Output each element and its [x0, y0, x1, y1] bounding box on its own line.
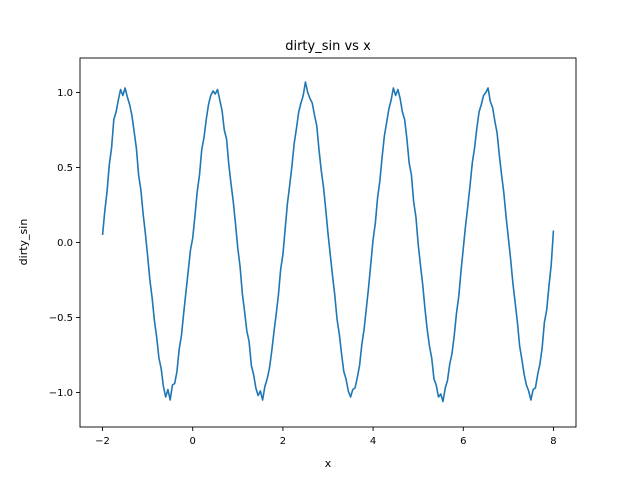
y-tick-label: 0.0: [57, 238, 73, 249]
y-tick-label: −0.5: [49, 313, 73, 324]
x-axis-ticks: −2 0 2 4 6 8: [95, 427, 557, 447]
x-tick-label: 2: [280, 436, 286, 447]
x-axis-label: x: [325, 457, 332, 470]
x-tick-label: 0: [190, 436, 196, 447]
x-tick-label: 8: [550, 436, 556, 447]
y-tick-label: 1.0: [57, 88, 73, 99]
x-tick-label: −2: [95, 436, 110, 447]
y-tick-label: −1.0: [49, 388, 73, 399]
chart-title: dirty_sin vs x: [285, 39, 371, 54]
y-axis-label: dirty_sin: [17, 219, 30, 266]
x-tick-label: 6: [460, 436, 466, 447]
series-layer: [101, 81, 555, 403]
x-tick-label: 4: [370, 436, 376, 447]
series-line-0: [101, 81, 555, 403]
y-tick-label: 0.5: [57, 163, 73, 174]
plot-area: [80, 58, 576, 427]
y-axis-ticks: −1.0 −0.5 0.0 0.5 1.0: [49, 88, 80, 399]
